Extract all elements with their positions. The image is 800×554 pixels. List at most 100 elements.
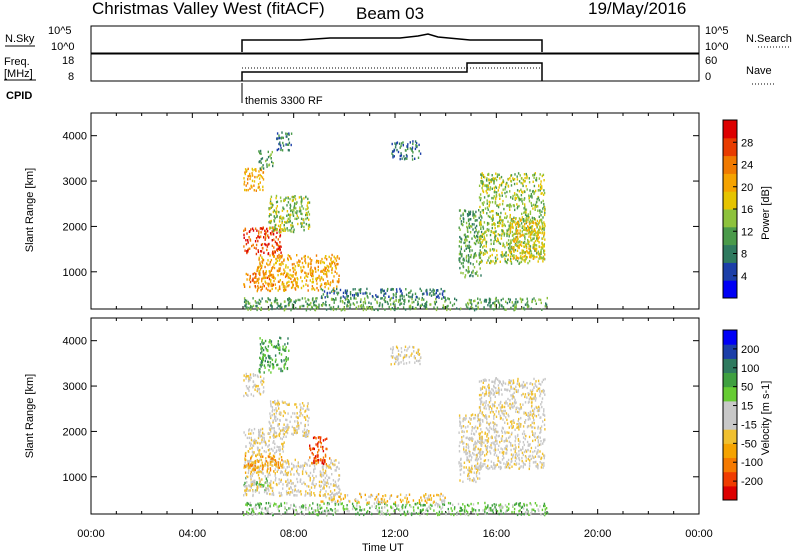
velocity-cell	[527, 393, 530, 397]
power-cell	[249, 230, 251, 233]
power-cell	[272, 250, 274, 253]
velocity-cell	[465, 450, 467, 454]
velocity-cell	[500, 416, 502, 420]
velocity-cell	[277, 468, 280, 471]
power-cell	[481, 233, 484, 236]
power-cell	[480, 219, 482, 222]
power-cell	[277, 137, 279, 140]
velocity-cell	[335, 466, 338, 469]
velocity-cell	[269, 461, 272, 464]
velocity-cell	[252, 380, 255, 384]
velocity-cell	[462, 480, 464, 483]
velocity-cell	[473, 426, 476, 430]
velocity-cell	[323, 459, 325, 462]
power-cell	[264, 229, 266, 232]
power-cell	[513, 232, 515, 236]
power-cell	[473, 231, 476, 234]
velocity-cell	[333, 464, 335, 467]
velocity-cell	[260, 347, 262, 351]
velocity-cell	[396, 346, 399, 350]
power-cell	[281, 256, 283, 259]
power-cell	[268, 277, 271, 281]
velocity-cell	[500, 409, 502, 412]
velocity-cell	[326, 474, 328, 477]
velocity-cell	[244, 489, 246, 492]
power-cell	[527, 216, 529, 219]
power-cell	[460, 222, 463, 226]
velocity-cell	[268, 356, 270, 359]
power-cell	[495, 178, 498, 182]
power-cell	[329, 291, 331, 295]
velocity-cell	[485, 453, 488, 456]
power-cell	[266, 248, 268, 252]
velocity-cell	[408, 355, 410, 359]
power-cell	[540, 301, 542, 305]
velocity-cell	[259, 343, 262, 346]
power-cell	[464, 233, 466, 236]
velocity-cell	[259, 448, 261, 452]
velocity-cell	[258, 388, 260, 391]
velocity-cell	[299, 478, 302, 481]
velocity-cell	[397, 349, 400, 352]
velocity-cell	[500, 461, 502, 464]
velocity-cell	[261, 436, 264, 439]
power-cell	[478, 216, 480, 220]
power-cell	[533, 192, 535, 195]
power-cell	[516, 203, 518, 206]
velocity-cell	[246, 489, 248, 492]
power-cell	[403, 302, 405, 306]
velocity-cell	[265, 450, 267, 454]
velocity-cell	[256, 489, 258, 492]
power-cell	[249, 175, 252, 178]
velocity-cell	[280, 464, 283, 467]
velocity-cell	[467, 468, 469, 472]
power-cell	[472, 271, 474, 274]
power-cell	[497, 221, 499, 224]
power-cell	[527, 226, 530, 229]
velocity-cell	[501, 429, 503, 432]
power-cell	[501, 202, 504, 206]
velocity-cell	[274, 354, 277, 357]
power-cell	[514, 248, 517, 252]
power-cell	[253, 246, 256, 249]
power-cell	[379, 304, 381, 307]
velocity-cell	[258, 453, 261, 457]
power-cell	[521, 190, 523, 193]
velocity-cell	[250, 432, 252, 435]
velocity-cell	[501, 439, 503, 442]
velocity-cell	[263, 371, 265, 374]
velocity-cell	[470, 432, 473, 435]
velocity-cell	[484, 454, 486, 457]
power-cell	[288, 303, 290, 307]
power-cell	[520, 244, 523, 247]
velocity-cell	[313, 477, 315, 480]
power-cell	[265, 287, 268, 290]
power-cell	[531, 300, 533, 303]
velocity-cell	[281, 458, 283, 462]
velocity-cell	[460, 464, 463, 468]
power-cell	[359, 290, 361, 293]
power-cell	[542, 246, 544, 249]
power-cell	[535, 249, 537, 253]
velocity-cell	[248, 460, 250, 463]
power-cell	[269, 154, 271, 158]
velocity-cell	[463, 417, 465, 420]
power-cell	[496, 237, 499, 240]
power-cell	[503, 223, 505, 226]
velocity-cell	[294, 412, 296, 415]
power-cell	[534, 243, 536, 246]
power-cell	[492, 218, 494, 221]
power-cell	[483, 201, 485, 204]
velocity-cell	[251, 468, 253, 472]
power-cell	[278, 267, 280, 270]
power-cell	[271, 244, 274, 247]
velocity-cell	[523, 385, 525, 389]
power-cell	[466, 244, 469, 248]
velocity-cell	[273, 427, 275, 430]
power-cell	[273, 255, 275, 258]
velocity-cell	[479, 436, 481, 440]
velocity-cell	[502, 418, 504, 421]
power-cell	[521, 258, 524, 261]
power-cell	[328, 269, 330, 273]
power-cell	[283, 199, 286, 202]
